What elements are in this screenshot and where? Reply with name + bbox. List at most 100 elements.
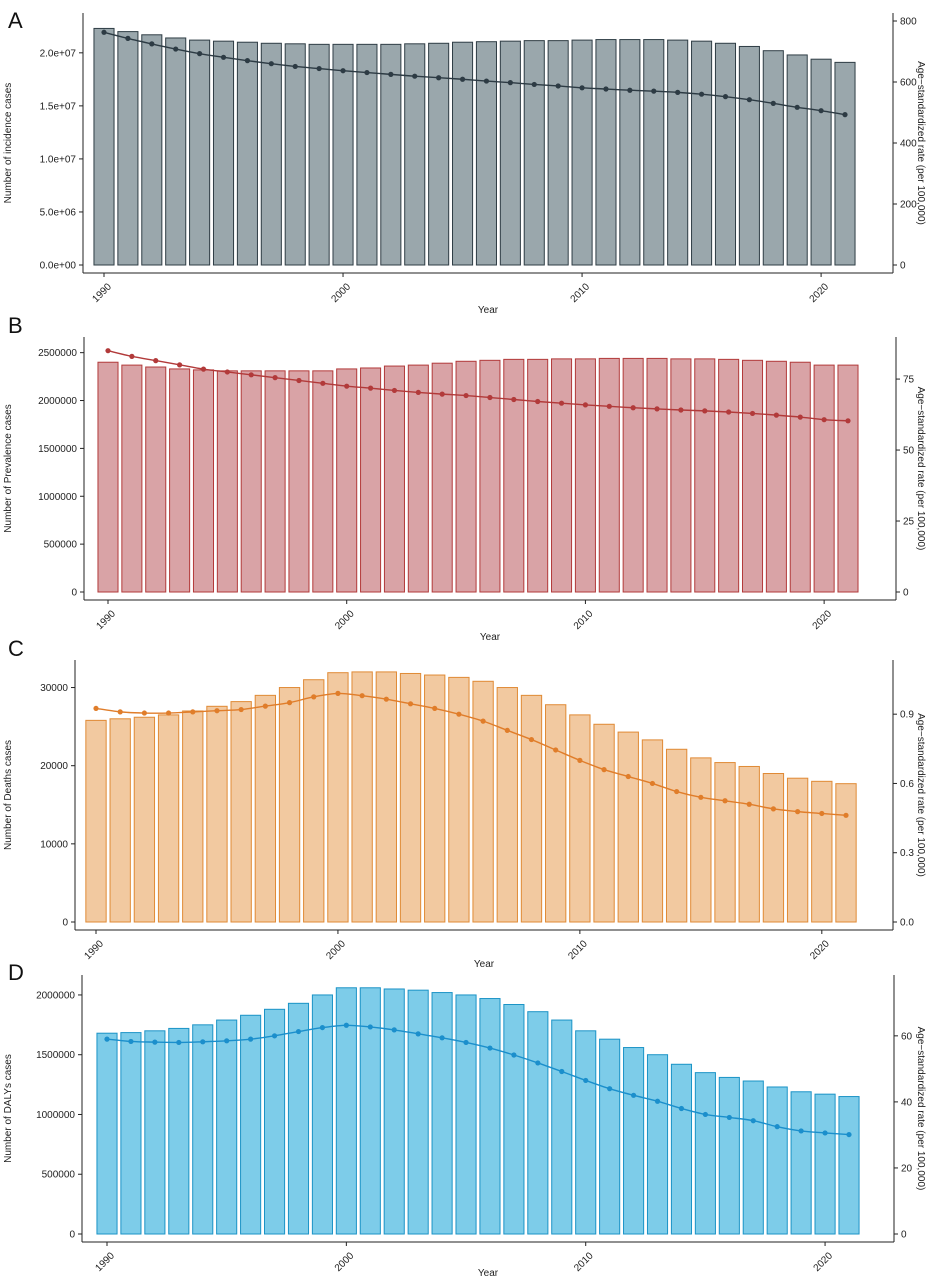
rate-point <box>359 693 365 699</box>
rate-point <box>149 41 155 47</box>
rate-point <box>248 1036 254 1042</box>
bar <box>551 358 573 593</box>
rate-point <box>295 1028 302 1035</box>
bar <box>786 54 808 266</box>
bar <box>383 365 405 593</box>
y-tick-label: 1000000 <box>36 1110 75 1121</box>
y-tick-label: 30000 <box>40 683 68 694</box>
bar <box>718 358 740 593</box>
rate-point <box>141 710 147 716</box>
bar <box>327 672 349 923</box>
rate-point <box>173 46 179 52</box>
rate-point <box>651 88 657 94</box>
bar <box>619 39 641 266</box>
x-axis-title: Year <box>474 959 495 970</box>
bar <box>472 680 494 923</box>
x-tick-label: 2010 <box>572 1250 596 1274</box>
bar <box>571 39 593 266</box>
rate-point <box>272 375 278 381</box>
rate-point <box>364 69 370 76</box>
bar <box>144 1030 166 1235</box>
bar <box>574 358 596 593</box>
bar <box>284 43 306 266</box>
panel-a: A 0.0e+00 5.0e+06 1.0e+07 1.5e+07 2.0e+07 0 200… <box>3 8 926 316</box>
bar <box>260 42 282 266</box>
rate-point <box>432 705 438 712</box>
rate-point <box>383 696 389 702</box>
y2-tick-label: 60 <box>901 1031 913 1042</box>
y-axis-title: Number of DALYs cases <box>3 1054 14 1163</box>
rate-point <box>674 788 680 795</box>
bar <box>811 780 833 923</box>
y2-tick-label: 600 <box>900 78 917 89</box>
rate-point <box>627 87 633 93</box>
bar <box>690 757 712 923</box>
rate-point <box>507 80 513 86</box>
bar <box>407 989 429 1235</box>
rate-point <box>630 405 636 411</box>
bar <box>85 719 107 923</box>
rate-point <box>842 112 848 118</box>
bar <box>109 718 131 923</box>
rate-point <box>436 75 442 81</box>
bar <box>448 676 470 923</box>
panel-letter: A <box>8 8 23 33</box>
rate-point <box>845 418 851 424</box>
rate-point <box>797 414 803 420</box>
bar <box>665 748 688 923</box>
y2-tick-label: 25 <box>903 517 915 528</box>
rate-point <box>415 389 421 396</box>
rate-point <box>125 35 131 41</box>
bar <box>691 40 713 266</box>
bar <box>216 370 238 593</box>
y-tick-label: 0 <box>62 918 68 929</box>
bar <box>834 61 856 266</box>
x-tick-label: 2020 <box>811 608 835 632</box>
rate-point <box>129 353 135 359</box>
rate-point <box>603 86 609 92</box>
rate-point <box>746 801 752 807</box>
rate-point <box>296 377 302 384</box>
rate-point <box>553 747 559 753</box>
rate-point <box>822 1130 828 1136</box>
x-tick-label: 2020 <box>808 281 832 305</box>
bar <box>404 43 426 266</box>
bar <box>332 43 354 266</box>
bar <box>475 41 497 266</box>
x-tick-label: 2000 <box>330 281 354 305</box>
bar <box>287 1002 310 1235</box>
rate-point <box>311 694 317 700</box>
rate-point <box>367 1024 373 1030</box>
y2-axis-title: Age−standardized rate (per 100,000) <box>915 61 926 225</box>
bar <box>240 1014 262 1235</box>
bar <box>741 359 764 593</box>
bar <box>303 679 325 923</box>
bar <box>738 765 760 923</box>
rate-point <box>601 767 607 773</box>
rate-point <box>746 97 752 103</box>
bar <box>646 357 668 593</box>
rate-point <box>722 94 729 100</box>
rate-point <box>698 91 705 97</box>
bar <box>264 1008 286 1235</box>
rate-point <box>415 1031 421 1037</box>
rate-point <box>214 708 220 714</box>
rate-point <box>244 58 251 64</box>
y-tick-label: 0 <box>69 1230 75 1241</box>
bar <box>93 27 115 266</box>
bar <box>356 43 378 266</box>
y2-tick-label: 0.6 <box>900 779 914 790</box>
y2-axis-title: Age−standardized rate (per 100,000) <box>915 387 926 551</box>
y2-tick-label: 0.3 <box>900 848 914 859</box>
y-tick-label: 10000 <box>40 839 68 850</box>
rate-point <box>165 710 172 716</box>
rate-point <box>606 403 612 409</box>
rate-point <box>335 690 341 697</box>
bar <box>595 39 617 266</box>
rate-point <box>286 700 293 706</box>
bar <box>311 994 333 1235</box>
y2-tick-label: 200 <box>900 200 917 211</box>
panel-letter: B <box>8 313 23 338</box>
bar <box>714 762 736 923</box>
bar <box>336 368 358 593</box>
